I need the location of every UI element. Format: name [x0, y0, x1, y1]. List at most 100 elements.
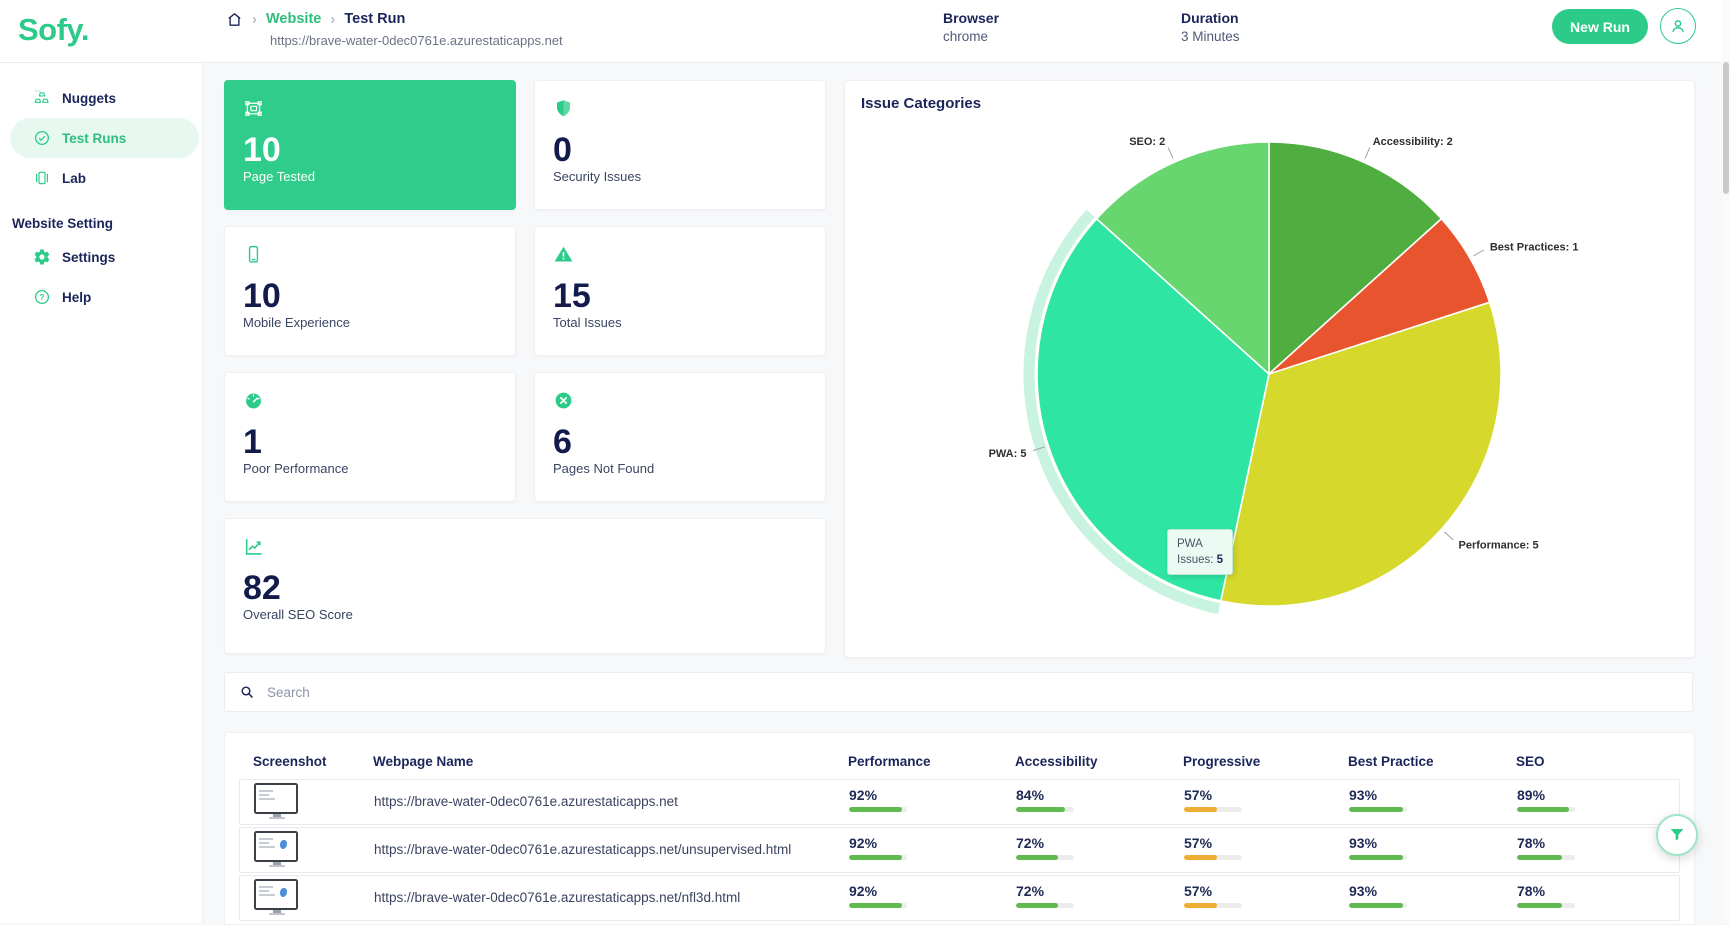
- thumbnail-screen: [254, 879, 298, 910]
- user-avatar-button[interactable]: [1660, 8, 1696, 44]
- stat-card-overall-seo-score[interactable]: 82 Overall SEO Score: [224, 518, 826, 654]
- score-bar-fill: [1184, 807, 1218, 812]
- score-bar: [1517, 855, 1575, 860]
- search-input[interactable]: [265, 683, 1678, 701]
- column-header-accessibility: Accessibility: [1015, 754, 1098, 769]
- help-icon: ?: [33, 288, 51, 306]
- thumbnail-screen: [254, 783, 298, 814]
- stat-value: 10: [243, 131, 281, 169]
- column-header-performance: Performance: [848, 754, 931, 769]
- score-bar: [849, 807, 907, 812]
- score-value: 92%: [849, 883, 878, 899]
- column-header-webpage-name: Webpage Name: [373, 754, 474, 769]
- score-bar: [1016, 807, 1074, 812]
- thumbnail-content-line: [259, 794, 269, 796]
- browser-meta: Browser chrome: [943, 10, 999, 44]
- stats-grid: 10 Page Tested 0 Security Issues 10 Mobile Ex…: [224, 80, 826, 654]
- column-header-seo: SEO: [1516, 754, 1545, 769]
- gear-icon: [33, 248, 51, 266]
- score-cell-seo: 89%: [1517, 787, 1597, 812]
- score-bar-fill: [1349, 903, 1403, 908]
- column-header-screenshot: Screenshot: [253, 754, 327, 769]
- sidebar-item-settings[interactable]: Settings: [0, 237, 202, 277]
- score-cell-accessibility: 72%: [1016, 835, 1096, 860]
- score-bar: [1517, 807, 1575, 812]
- score-cell-performance: 92%: [849, 883, 929, 908]
- table-row[interactable]: https://brave-water-0dec0761e.azurestati…: [239, 827, 1680, 873]
- sidebar-item-label: Help: [62, 289, 92, 305]
- duration-label: Duration: [1181, 10, 1239, 26]
- score-value: 57%: [1184, 787, 1213, 803]
- score-bar-fill: [1517, 807, 1569, 812]
- stat-card-poor-performance[interactable]: 1 Poor Performance: [224, 372, 516, 502]
- thumbnail-content-line: [259, 842, 269, 844]
- breadcrumb-separator: ›: [330, 10, 336, 28]
- stat-card-pages-not-found[interactable]: 6 Pages Not Found: [534, 372, 826, 502]
- home-icon[interactable]: [226, 11, 243, 28]
- score-bar: [1184, 903, 1242, 908]
- score-bar: [1016, 855, 1074, 860]
- score-cell-accessibility: 84%: [1016, 787, 1096, 812]
- webpage-thumbnail: [254, 879, 300, 917]
- score-cell-progressive: 57%: [1184, 787, 1264, 812]
- score-bar: [1184, 855, 1242, 860]
- sofy-logo: Sofy.: [18, 12, 90, 47]
- score-bar: [1016, 903, 1074, 908]
- stat-card-page-tested[interactable]: 10 Page Tested: [224, 80, 516, 210]
- score-bar: [1349, 855, 1407, 860]
- scrollbar-thumb[interactable]: [1723, 62, 1729, 194]
- score-bar-fill: [1016, 903, 1058, 908]
- score-bar: [1517, 903, 1575, 908]
- sidebar-item-lab[interactable]: Lab: [0, 158, 202, 198]
- table-row[interactable]: https://brave-water-0dec0761e.azurestati…: [239, 875, 1680, 921]
- score-cell-progressive: 57%: [1184, 883, 1264, 908]
- pie-slice-pwa[interactable]: [1036, 217, 1270, 602]
- thumbnail-stand: [273, 862, 281, 865]
- score-bar-fill: [849, 855, 903, 860]
- trend-icon: [243, 536, 807, 557]
- score-value: 57%: [1184, 883, 1213, 899]
- stat-card-mobile-experience[interactable]: 10 Mobile Experience: [224, 226, 516, 356]
- new-run-button[interactable]: New Run: [1552, 9, 1648, 44]
- pie-label-line: [1364, 147, 1371, 159]
- pie-slice-performance[interactable]: [1219, 301, 1502, 607]
- shield-icon: [553, 98, 807, 119]
- pie-label-line: [1444, 531, 1454, 541]
- browser-label: Browser: [943, 10, 1000, 26]
- breadcrumb-website-link[interactable]: Website: [266, 11, 322, 27]
- pie-slice-seo[interactable]: [1095, 141, 1270, 376]
- score-value: 92%: [849, 835, 878, 851]
- sidebar-item-label: Test Runs: [62, 130, 127, 146]
- breadcrumb: › Website › Test Run https://brave-water…: [226, 9, 563, 48]
- duration-value: 3 Minutes: [1181, 29, 1240, 44]
- score-cell-seo: 78%: [1517, 883, 1597, 908]
- score-cell-progressive: 57%: [1184, 835, 1264, 860]
- sidebar-item-help[interactable]: ? Help: [0, 277, 202, 317]
- pie-slice-accessibility[interactable]: [1268, 141, 1443, 376]
- stat-card-security-issues[interactable]: 0 Security Issues: [534, 80, 826, 210]
- score-bar-fill: [1349, 807, 1403, 812]
- thumbnail-stand: [273, 814, 281, 817]
- thumbnail-content-line: [259, 798, 275, 800]
- person-icon: [1668, 16, 1688, 36]
- sidebar-nav: Nuggets Test Runs Lab Website Setting Settin…: [0, 62, 203, 923]
- table-row[interactable]: https://brave-water-0dec0761e.azurestati…: [239, 779, 1680, 825]
- sidebar-item-test-runs[interactable]: Test Runs: [10, 118, 199, 158]
- nuggets-icon: [33, 89, 51, 107]
- sidebar-section-label: Website Setting: [12, 216, 114, 231]
- score-bar: [1349, 903, 1407, 908]
- thumbnail-splash-art: [280, 840, 287, 849]
- thumbnail-base: [269, 913, 285, 915]
- score-bar-fill: [1016, 855, 1058, 860]
- search-icon: [239, 684, 255, 700]
- score-value: 72%: [1016, 883, 1045, 899]
- score-value: 89%: [1517, 787, 1546, 803]
- stat-card-total-issues[interactable]: 15 Total Issues: [534, 226, 826, 356]
- issue-categories-pie-chart: Accessibility: 2 Best Practices: 1 Perform…: [989, 136, 1579, 615]
- stat-label: Page Tested: [243, 169, 316, 184]
- filter-button[interactable]: [1656, 814, 1698, 856]
- stat-label: Total Issues: [553, 315, 622, 330]
- sidebar-item-nuggets[interactable]: Nuggets: [0, 78, 202, 118]
- sidebar-item-label: Nuggets: [62, 90, 116, 106]
- search-bar: [224, 672, 1693, 712]
